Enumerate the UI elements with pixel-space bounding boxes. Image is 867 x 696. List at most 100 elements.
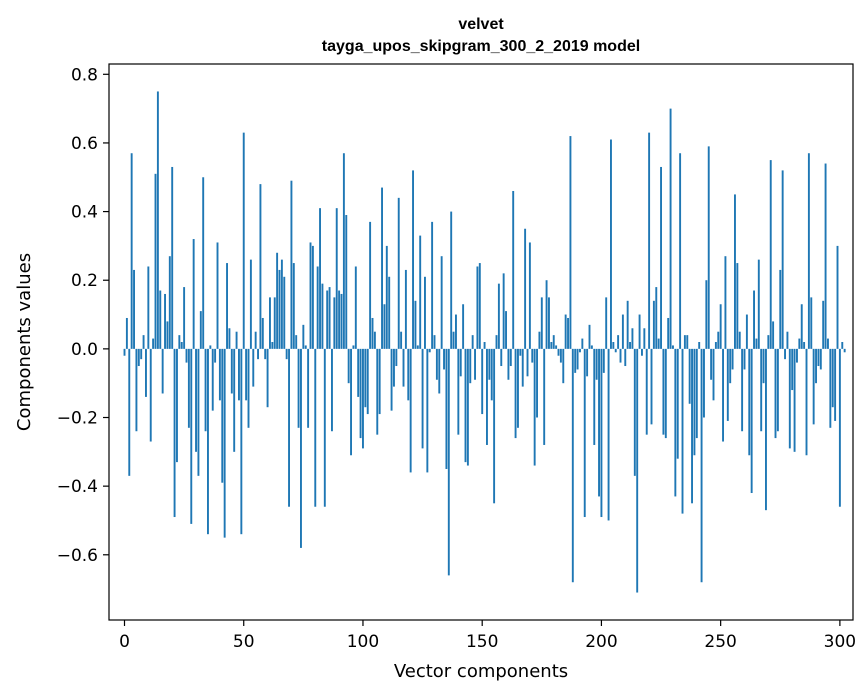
bar-118: [404, 269, 407, 349]
bar-28: [190, 348, 193, 524]
bar-169: [526, 348, 529, 377]
bar-247: [712, 348, 715, 401]
bar-263: [750, 348, 753, 494]
bar-100: [362, 348, 364, 449]
bar-298: [834, 348, 837, 421]
chart-title: velvet: [458, 16, 504, 33]
bar-280: [791, 348, 794, 391]
bar-130: [433, 335, 436, 349]
bar-88: [333, 297, 336, 349]
bar-262: [748, 348, 751, 456]
bar-238: [691, 348, 693, 504]
bar-137: [450, 211, 453, 349]
bar-25: [183, 287, 186, 349]
y-tick-label: 0.0: [71, 340, 98, 360]
bar-63: [273, 297, 276, 349]
bar-211: [626, 300, 629, 349]
bar-53: [249, 259, 252, 349]
bar-89: [335, 208, 338, 349]
bar-157: [497, 283, 500, 349]
bar-154: [490, 348, 493, 401]
bar-79: [311, 245, 314, 349]
bar-59: [264, 348, 267, 360]
bar-163: [512, 190, 515, 349]
bar-229: [669, 108, 672, 349]
bar-134: [443, 348, 445, 370]
bar-232: [676, 348, 679, 459]
bar-7: [140, 348, 143, 360]
bar-271: [769, 160, 772, 349]
bar-170: [528, 242, 531, 349]
bar-141: [459, 348, 462, 377]
bar-133: [440, 256, 443, 349]
bars-group: [123, 91, 846, 593]
bar-299: [836, 245, 839, 349]
bar-8: [142, 335, 145, 349]
bar-183: [559, 348, 562, 363]
bar-85: [326, 290, 329, 349]
bar-168: [524, 228, 527, 349]
bar-216: [638, 314, 641, 349]
bar-197: [593, 348, 596, 445]
x-tick-label: 200: [585, 632, 617, 652]
bar-182: [557, 348, 560, 356]
bar-10: [147, 266, 150, 349]
bar-166: [519, 348, 522, 356]
bar-203: [607, 348, 610, 521]
bar-30: [195, 348, 197, 452]
bar-218: [643, 328, 646, 349]
bar-266: [757, 259, 760, 349]
bar-60: [266, 348, 269, 408]
bar-295: [827, 338, 829, 349]
bar-293: [822, 300, 825, 349]
bar-83: [321, 283, 324, 349]
bar-36: [209, 345, 212, 349]
x-tick-label: 50: [233, 632, 255, 652]
bar-253: [726, 348, 729, 421]
bar-66: [280, 259, 283, 349]
bar-249: [717, 331, 720, 349]
bar-259: [741, 348, 744, 432]
bar-287: [807, 153, 810, 349]
bar-158: [500, 348, 503, 367]
bar-6: [137, 348, 140, 367]
bar-43: [226, 263, 228, 349]
y-tick-label: 0.4: [71, 203, 98, 223]
bar-227: [664, 348, 667, 439]
bar-98: [357, 348, 360, 397]
bar-286: [805, 348, 808, 456]
bar-291: [817, 348, 820, 367]
bar-126: [424, 276, 426, 349]
bar-191: [579, 348, 581, 353]
bar-147: [474, 348, 476, 380]
bar-14: [156, 91, 159, 349]
bar-207: [617, 335, 620, 349]
bar-68: [285, 348, 288, 360]
bar-176: [543, 348, 546, 445]
bar-64: [276, 252, 279, 349]
y-tick-label: 0.8: [71, 65, 98, 85]
bar-45: [230, 348, 233, 394]
bar-233: [679, 153, 682, 349]
bar-202: [605, 297, 608, 349]
bar-268: [762, 348, 765, 384]
bar-101: [364, 348, 367, 408]
bar-19: [168, 256, 171, 349]
bar-140: [457, 348, 460, 435]
bar-222: [652, 300, 655, 349]
bar-213: [631, 328, 634, 349]
bar-86: [328, 287, 331, 349]
bar-181: [555, 345, 558, 349]
bar-151: [483, 342, 486, 349]
bar-9: [145, 348, 147, 397]
bar-13: [154, 173, 157, 349]
bar-180: [552, 335, 555, 349]
bar-230: [672, 345, 674, 349]
bar-242: [700, 348, 703, 583]
bar-96: [352, 345, 355, 349]
bar-231: [674, 348, 677, 497]
bar-54: [252, 348, 255, 387]
bar-91: [340, 293, 343, 349]
bar-204: [610, 139, 612, 349]
